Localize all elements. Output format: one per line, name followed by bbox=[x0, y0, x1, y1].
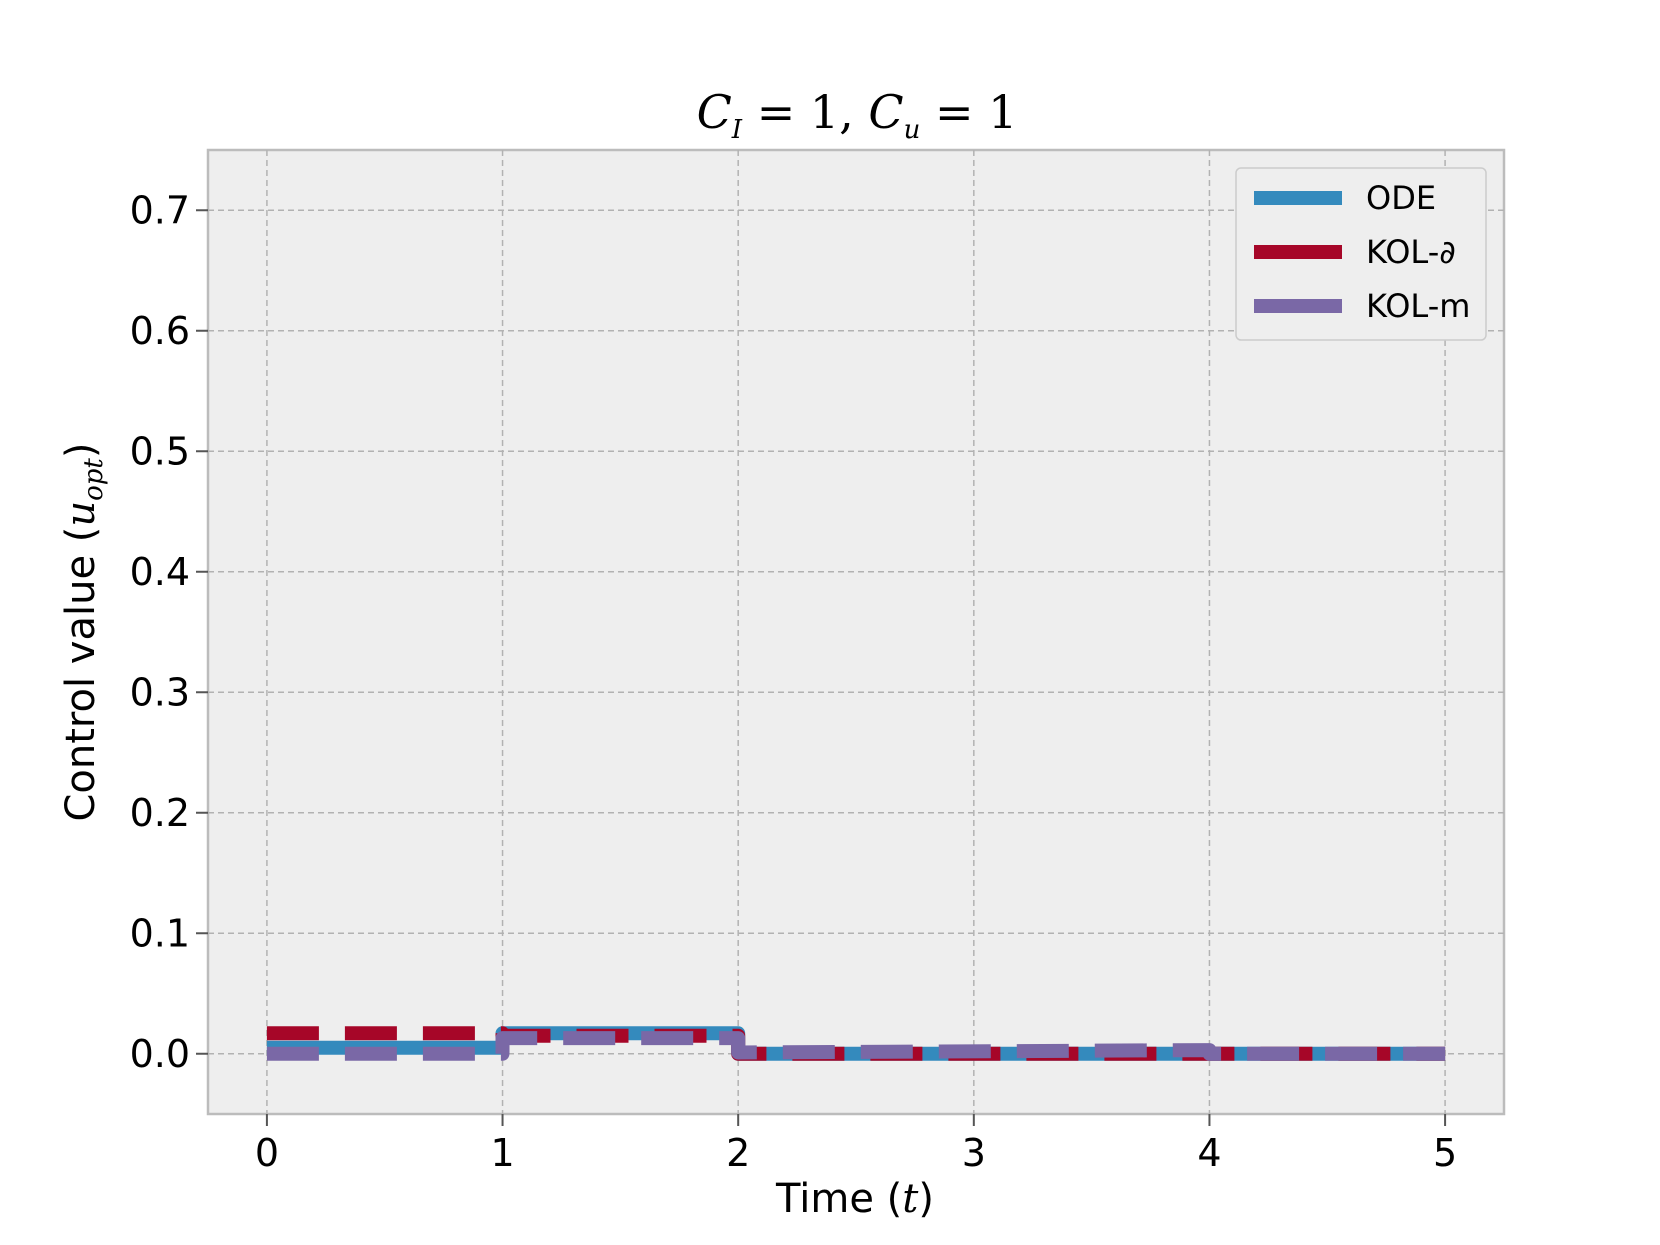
y-tick-label: 0.4 bbox=[130, 550, 190, 594]
y-tick-label: 0.5 bbox=[130, 429, 190, 473]
x-tick-label: 2 bbox=[726, 1131, 750, 1175]
y-tick-label: 0.6 bbox=[130, 309, 190, 353]
y-tick-label: 0.7 bbox=[130, 188, 190, 232]
legend-label: KOL-m bbox=[1366, 287, 1470, 325]
legend-box bbox=[1235, 167, 1487, 341]
x-tick-label: 4 bbox=[1197, 1131, 1221, 1175]
series-group bbox=[266, 1026, 1446, 1061]
x-tick-label: 0 bbox=[255, 1131, 279, 1175]
x-tick-label: 5 bbox=[1433, 1131, 1457, 1175]
y-axis-label: Control value (uopt) bbox=[58, 442, 109, 821]
series-line-kol- bbox=[266, 1026, 1446, 1061]
y-tick-label: 0.2 bbox=[130, 791, 190, 835]
chart-title: CI = 1, Cu = 1 bbox=[697, 85, 1018, 145]
series-line-kol-m bbox=[266, 1031, 1446, 1061]
y-tick-label: 0.0 bbox=[130, 1032, 190, 1076]
x-tick-label: 3 bbox=[962, 1131, 986, 1175]
y-tick-label: 0.3 bbox=[130, 670, 190, 714]
legend-label: KOL-∂ bbox=[1366, 233, 1456, 271]
axis-ticks: 0 1 2 3 4 5 0.0 0.1 0.2 0.3 0.4 0.5 0.6 0.7 bbox=[130, 188, 1458, 1175]
y-tick-label: 0.1 bbox=[130, 911, 190, 955]
legend: ODE KOL-∂ KOL-m bbox=[1235, 167, 1487, 341]
grid bbox=[208, 150, 1504, 1114]
x-tick-label: 1 bbox=[490, 1131, 514, 1175]
legend-label: ODE bbox=[1366, 179, 1436, 217]
x-axis-label: Time (t) bbox=[775, 1176, 934, 1222]
